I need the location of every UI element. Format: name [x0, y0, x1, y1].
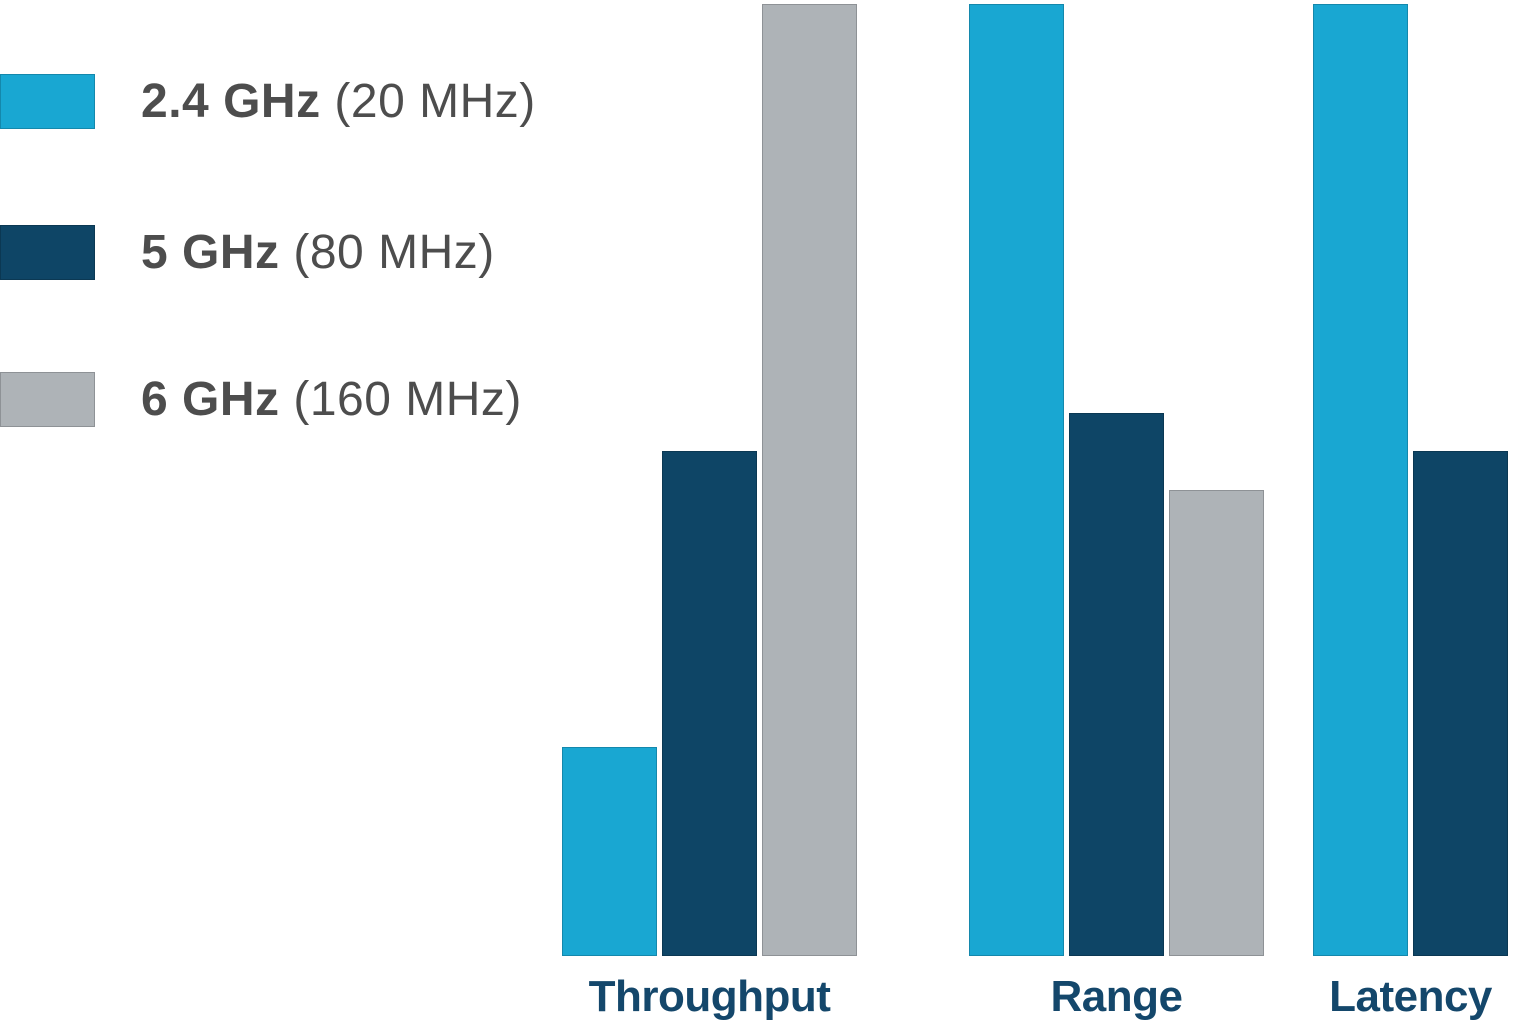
legend-item-6ghz: 6 GHz (160 MHz) — [0, 372, 522, 427]
legend-band-text: 6 GHz — [141, 373, 280, 426]
legend-item-2-4ghz: 2.4 GHz (20 MHz) — [0, 74, 536, 129]
legend-swatch-2-4ghz-icon — [0, 74, 95, 129]
category-label-throughput: Throughput — [588, 972, 831, 1021]
legend-swatch-6ghz-icon — [0, 372, 95, 427]
bar-5ghz-throughput — [662, 451, 757, 956]
legend-bandwidth-text: (80 MHz) — [293, 226, 495, 279]
bar-5ghz-range — [1069, 413, 1164, 956]
bar-group-range — [969, 4, 1264, 956]
bar-6ghz-throughput — [762, 4, 857, 956]
legend-bandwidth-text: (20 MHz) — [334, 75, 536, 128]
bar-5ghz-latency — [1413, 451, 1508, 956]
legend-label-5ghz: 5 GHz (80 MHz) — [141, 225, 495, 280]
category-label-range: Range — [1050, 972, 1183, 1021]
legend-item-5ghz: 5 GHz (80 MHz) — [0, 225, 495, 280]
legend-label-2-4ghz: 2.4 GHz (20 MHz) — [141, 74, 536, 129]
legend-band-text: 5 GHz — [141, 226, 280, 279]
bar-6ghz-range — [1169, 490, 1264, 956]
legend-bandwidth-text: (160 MHz) — [293, 373, 522, 426]
bar-group-throughput — [562, 4, 857, 956]
bar-24ghz-throughput — [562, 747, 657, 956]
legend-band-text: 2.4 GHz — [141, 75, 321, 128]
legend-swatch-5ghz-icon — [0, 225, 95, 280]
category-label-latency: Latency — [1329, 972, 1492, 1021]
bar-group-latency — [1313, 4, 1508, 956]
legend-label-6ghz: 6 GHz (160 MHz) — [141, 372, 522, 427]
plot-area — [562, 4, 1508, 956]
bar-24ghz-latency — [1313, 4, 1408, 956]
bar-24ghz-range — [969, 4, 1064, 956]
